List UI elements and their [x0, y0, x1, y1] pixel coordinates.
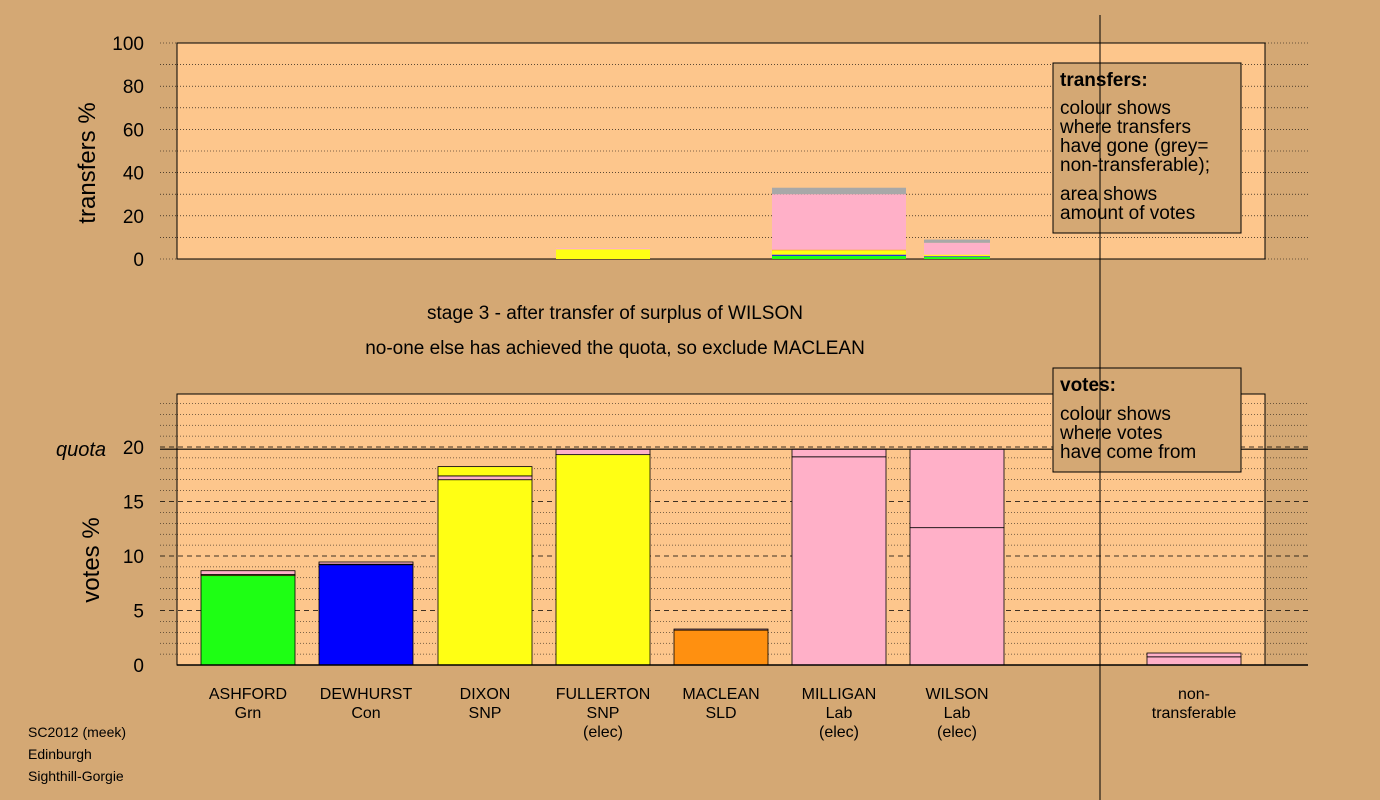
transfer-segment — [772, 254, 906, 256]
votes-legend-line: have come from — [1060, 442, 1196, 463]
votes-y-axis-label: votes % — [78, 517, 105, 602]
footer-council: Edinburgh — [28, 746, 92, 762]
candidate-label: MILLIGAN — [802, 686, 877, 703]
transfer-segment — [556, 249, 650, 259]
vote-segment — [318, 564, 414, 666]
vote-segment — [555, 448, 651, 456]
transfers-chart: 0 20 40 60 80 100 transfers % transfers: colo… — [74, 34, 1308, 271]
y-tick-label: 5 — [133, 602, 144, 623]
vote-segment — [673, 628, 769, 631]
candidate-label: SNP — [469, 705, 502, 722]
transfer-segment — [924, 254, 990, 257]
vote-segment — [1146, 656, 1242, 666]
transfers-legend-line: amount of votes — [1060, 203, 1195, 224]
vote-segment — [909, 448, 1005, 529]
transfers-legend-title: transfers: — [1060, 70, 1148, 91]
y-tick-label: 10 — [123, 547, 144, 568]
vote-segment — [909, 527, 1005, 666]
transfers-y-axis-label: transfers % — [74, 102, 101, 223]
vote-segment — [437, 479, 533, 666]
transfers-legend-line: have gone (grey= — [1060, 136, 1208, 157]
transfers-legend-line: colour shows — [1060, 98, 1171, 119]
candidate-label: (elec) — [937, 724, 977, 741]
y-tick-label: 60 — [123, 120, 144, 141]
footer-ward: Sighthill-Gorgie — [28, 768, 124, 784]
transfer-segment — [772, 194, 906, 250]
votes-bars — [200, 448, 1242, 666]
candidate-label: non- — [1178, 686, 1210, 703]
transfer-segment — [772, 250, 906, 255]
candidate-label: transferable — [1152, 705, 1237, 722]
votes-legend-title: votes: — [1060, 375, 1116, 396]
candidate-label: FULLERTON — [556, 686, 651, 703]
transfers-y-ticks: 0 20 40 60 80 100 — [112, 34, 144, 271]
y-tick-label: 15 — [123, 493, 144, 514]
y-tick-label: 80 — [123, 77, 144, 98]
candidate-label: DEWHURST — [320, 686, 413, 703]
candidate-labels: ASHFORD Grn DEWHURST Con DIXON SNP FULLERTON SN… — [209, 686, 1236, 741]
stage-action: no-one else has achieved the quota, so e… — [365, 338, 865, 359]
transfers-legend-box — [1052, 62, 1242, 234]
transfer-segment — [924, 239, 990, 243]
transfer-segment — [772, 255, 906, 259]
candidate-label: Lab — [826, 705, 853, 722]
candidate-label: (elec) — [819, 724, 859, 741]
y-tick-label: 0 — [133, 250, 144, 271]
transfer-segment — [924, 256, 990, 257]
quota-label: quota — [56, 439, 106, 461]
transfers-legend-line: where transfers — [1059, 117, 1191, 138]
candidate-label: DIXON — [460, 686, 511, 703]
vote-segment — [555, 454, 651, 666]
y-tick-label: 20 — [123, 438, 144, 459]
transfer-segment — [924, 256, 990, 259]
votes-chart: 0 5 10 15 20 quota votes % votes: colour sho… — [56, 367, 1308, 741]
transfer-segment — [556, 248, 650, 250]
y-tick-label: 20 — [123, 207, 144, 228]
transfer-segment — [772, 187, 906, 195]
candidate-label: Lab — [944, 705, 971, 722]
y-tick-label: 0 — [133, 656, 144, 677]
candidate-label: ASHFORD — [209, 686, 287, 703]
votes-y-ticks: 0 5 10 15 20 — [123, 438, 144, 677]
candidate-label: Grn — [235, 705, 262, 722]
candidate-label: (elec) — [583, 724, 623, 741]
votes-legend: votes: colour shows where votes have com… — [1052, 367, 1242, 473]
stage-description: stage 3 - after transfer of surplus of W… — [427, 303, 803, 324]
vote-segment — [1146, 652, 1242, 658]
vote-segment — [318, 561, 414, 565]
transfers-legend-line: area shows — [1060, 184, 1157, 205]
candidate-label: SNP — [587, 705, 620, 722]
candidate-label: WILSON — [925, 686, 988, 703]
transfer-segment — [772, 249, 906, 251]
votes-legend-line: where votes — [1059, 423, 1162, 444]
votes-legend-box — [1052, 367, 1242, 473]
candidate-label: SLD — [705, 705, 736, 722]
vote-segment — [791, 448, 887, 458]
transfer-segment — [924, 242, 990, 255]
transfers-legend: transfers: colour shows where transfers … — [1052, 62, 1242, 234]
vote-segment — [200, 575, 296, 666]
vote-segment — [437, 475, 533, 481]
vote-segment — [791, 456, 887, 666]
vote-segment — [200, 570, 296, 575]
y-tick-label: 40 — [123, 164, 144, 185]
y-tick-label: 100 — [112, 34, 144, 55]
footer-source: SC2012 (meek) — [28, 724, 126, 740]
transfers-bars — [556, 187, 990, 259]
votes-legend-line: colour shows — [1060, 404, 1171, 425]
vote-segment — [673, 629, 769, 666]
transfers-legend-line: non-transferable); — [1060, 155, 1210, 176]
vote-segment — [437, 466, 533, 477]
candidate-label: Con — [351, 705, 380, 722]
candidate-label: MACLEAN — [682, 686, 759, 703]
